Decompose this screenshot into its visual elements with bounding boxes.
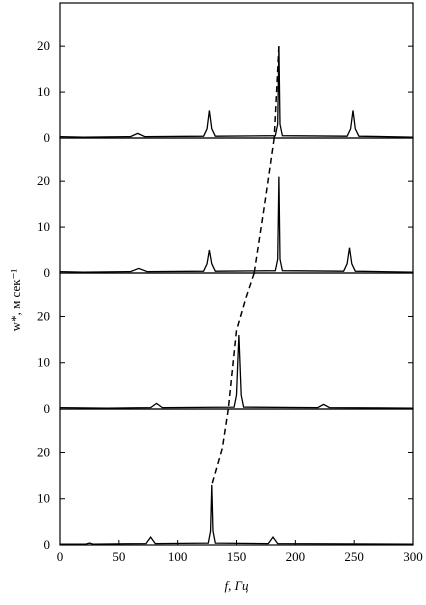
trend-line [273,46,280,139]
spectrum-line [59,176,414,273]
x-tick-label: 300 [403,549,423,564]
x-tick-label: 50 [112,549,125,564]
trend-line [253,137,275,274]
x-tick-label: 200 [286,549,306,564]
y-tick-label: 0 [44,130,51,145]
y-tick-label: 0 [44,401,51,416]
x-tick-label: 250 [344,549,364,564]
spectrum-line [59,334,414,409]
y-tick-label: 10 [37,219,50,234]
y-tick-label: 10 [37,491,50,506]
trend-line [227,272,255,410]
panel-frame [59,408,414,546]
y-tick-label: 20 [37,38,50,53]
y-tick-label: 10 [37,84,50,99]
y-tick-label: 20 [37,173,50,188]
spectrum-line [60,484,414,545]
y-tick-label: 20 [37,444,50,459]
x-tick-label: 100 [168,549,188,564]
x-axis-label: f, Гц [224,578,249,593]
x-tick-label: 150 [227,549,247,564]
y-tick-label: 0 [44,537,51,552]
y-tick-label: 10 [37,355,50,370]
spectrum-line [59,46,414,138]
y-tick-label: 0 [44,265,51,280]
x-tick-label: 0 [57,549,64,564]
panel-frame [59,137,414,274]
trend-line [211,408,230,486]
y-tick-label: 20 [37,308,50,323]
panel-frame [59,2,414,139]
y-axis-label: w*, м сек⁻¹ [8,269,23,332]
